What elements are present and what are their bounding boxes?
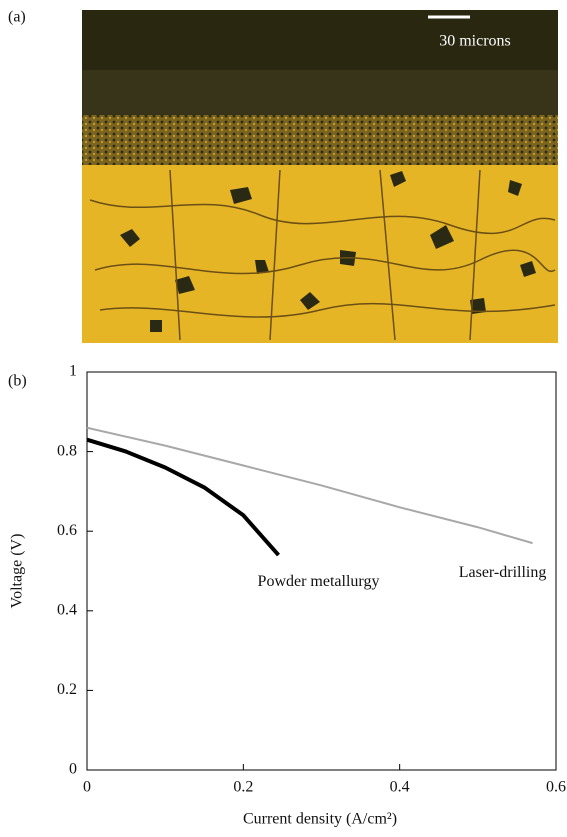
x-axis-title: Current density (A/cm²)	[243, 811, 397, 828]
series-line	[86, 437, 281, 557]
x-tick-label: 0.2	[233, 779, 253, 796]
scale-bar-label: 30 microns	[439, 33, 511, 50]
series-label: Powder metallurgy	[258, 573, 380, 590]
panel-label: (a)	[8, 9, 26, 26]
series-label: Laser-drilling	[459, 564, 547, 581]
y-tick-label: 0.6	[57, 522, 77, 539]
y-tick-label: 1	[69, 363, 77, 380]
x-tick-label: 0	[83, 779, 91, 796]
y-tick-label: 0.2	[57, 681, 77, 698]
panel-label: (b)	[8, 373, 27, 390]
y-tick-label: 0.4	[57, 601, 77, 618]
plot-frame	[86, 371, 557, 771]
micrograph	[82, 10, 558, 343]
y-tick-label: 0	[69, 761, 77, 778]
x-tick-label: 0.4	[390, 779, 410, 796]
x-tick-label: 0.6	[546, 779, 566, 796]
y-axis-title: Voltage (V)	[9, 534, 26, 609]
y-tick-label: 0.8	[57, 442, 77, 459]
series-line	[86, 426, 533, 545]
